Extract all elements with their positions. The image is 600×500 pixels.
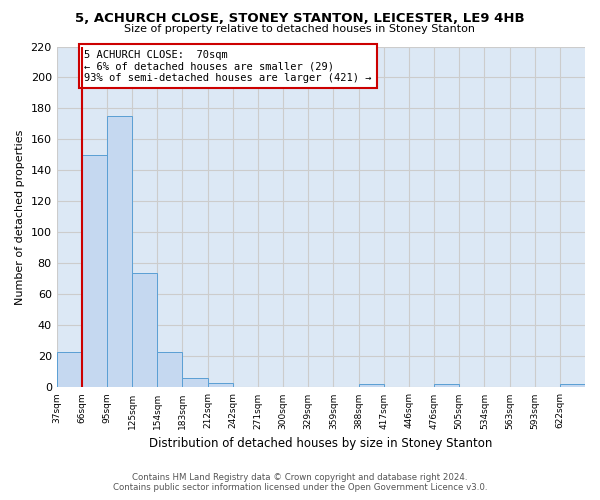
Y-axis label: Number of detached properties: Number of detached properties — [15, 130, 25, 304]
Bar — [132, 273, 157, 388]
Bar — [359, 384, 384, 388]
Bar — [182, 378, 208, 388]
Bar — [56, 352, 82, 388]
Bar — [208, 383, 233, 388]
Bar — [560, 384, 585, 388]
Bar — [82, 155, 107, 388]
Text: Size of property relative to detached houses in Stoney Stanton: Size of property relative to detached ho… — [125, 24, 476, 34]
Text: 5 ACHURCH CLOSE:  70sqm
← 6% of detached houses are smaller (29)
93% of semi-det: 5 ACHURCH CLOSE: 70sqm ← 6% of detached … — [85, 50, 372, 83]
Bar — [157, 352, 182, 388]
X-axis label: Distribution of detached houses by size in Stoney Stanton: Distribution of detached houses by size … — [149, 437, 493, 450]
Bar — [434, 384, 459, 388]
Text: 5, ACHURCH CLOSE, STONEY STANTON, LEICESTER, LE9 4HB: 5, ACHURCH CLOSE, STONEY STANTON, LEICES… — [75, 12, 525, 26]
Bar — [107, 116, 132, 388]
Text: Contains HM Land Registry data © Crown copyright and database right 2024.
Contai: Contains HM Land Registry data © Crown c… — [113, 473, 487, 492]
